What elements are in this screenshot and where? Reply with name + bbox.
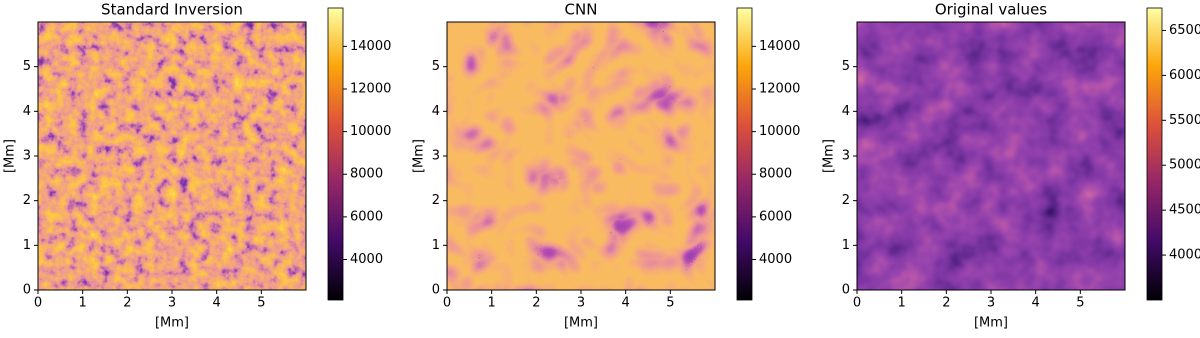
colorbar-tick-label: 10000 xyxy=(350,124,391,139)
x-axis-label: [Mm] xyxy=(564,316,598,331)
x-tick-label: 1 xyxy=(79,296,87,311)
x-tick-label: 3 xyxy=(168,296,176,311)
colorbar xyxy=(1146,7,1163,301)
colorbar-tick-label: 4500 xyxy=(1169,203,1200,218)
y-tick-label: 3 xyxy=(23,149,31,164)
colorbar xyxy=(327,7,344,301)
panel-title: CNN xyxy=(565,1,598,19)
y-tick-label: 1 xyxy=(23,238,31,253)
colorbar-tick-label: 8000 xyxy=(759,167,792,182)
colorbar-tick-label: 8000 xyxy=(350,167,383,182)
colorbar-tick-label: 6000 xyxy=(1169,68,1200,83)
y-axis-label: [Mm] xyxy=(412,139,427,173)
colorbar-tick-label: 5000 xyxy=(1169,158,1200,173)
colorbar-tick-label: 4000 xyxy=(759,252,792,267)
panel-title: Standard Inversion xyxy=(101,1,243,19)
colorbar-tick-label: 6500 xyxy=(1169,23,1200,38)
y-tick-label: 2 xyxy=(842,193,850,208)
y-tick-label: 2 xyxy=(432,193,440,208)
x-tick-label: 4 xyxy=(622,296,630,311)
heatmap-image xyxy=(447,22,715,290)
y-tick-label: 2 xyxy=(23,193,31,208)
x-tick-label: 3 xyxy=(987,296,995,311)
x-tick-label: 3 xyxy=(577,296,585,311)
x-tick-label: 5 xyxy=(666,296,674,311)
colorbar-tick-label: 12000 xyxy=(350,81,391,96)
x-tick-label: 0 xyxy=(443,296,451,311)
x-tick-label: 4 xyxy=(213,296,221,311)
colorbar-tick-label: 10000 xyxy=(759,124,800,139)
panel-title: Original values xyxy=(935,1,1047,19)
colorbar xyxy=(736,7,753,301)
x-tick-label: 4 xyxy=(1032,296,1040,311)
y-tick-label: 0 xyxy=(842,283,850,298)
y-axis-label: [Mm] xyxy=(822,139,837,173)
y-tick-label: 0 xyxy=(23,283,31,298)
y-tick-label: 5 xyxy=(432,59,440,74)
colorbar-tick-label: 14000 xyxy=(759,39,800,54)
y-tick-label: 5 xyxy=(23,59,31,74)
colorbar-tick-label: 14000 xyxy=(350,39,391,54)
y-tick-label: 1 xyxy=(432,238,440,253)
colorbar-tick-label: 4000 xyxy=(350,252,383,267)
y-axis-label: [Mm] xyxy=(3,139,18,173)
colorbar-tick-label: 5500 xyxy=(1169,113,1200,128)
y-tick-label: 1 xyxy=(842,238,850,253)
colorbar-tick-label: 6000 xyxy=(759,209,792,224)
y-tick-label: 3 xyxy=(432,149,440,164)
x-tick-label: 2 xyxy=(123,296,131,311)
x-tick-label: 5 xyxy=(1076,296,1084,311)
colorbar-tick-label: 12000 xyxy=(759,81,800,96)
colorbar-tick-label: 6000 xyxy=(350,209,383,224)
x-axis-label: [Mm] xyxy=(155,316,189,331)
x-axis-label: [Mm] xyxy=(974,316,1008,331)
x-tick-label: 5 xyxy=(257,296,265,311)
y-tick-label: 0 xyxy=(432,283,440,298)
x-tick-label: 0 xyxy=(34,296,42,311)
heatmap-image xyxy=(857,22,1125,290)
y-tick-label: 4 xyxy=(23,104,31,119)
heatmap-image xyxy=(38,22,306,290)
colorbar-tick-label: 4000 xyxy=(1169,248,1200,263)
x-tick-label: 2 xyxy=(532,296,540,311)
x-tick-label: 0 xyxy=(853,296,861,311)
y-tick-label: 4 xyxy=(842,104,850,119)
y-tick-label: 4 xyxy=(432,104,440,119)
y-tick-label: 5 xyxy=(842,59,850,74)
x-tick-label: 1 xyxy=(488,296,496,311)
y-tick-label: 3 xyxy=(842,149,850,164)
x-tick-label: 2 xyxy=(942,296,950,311)
x-tick-label: 1 xyxy=(898,296,906,311)
